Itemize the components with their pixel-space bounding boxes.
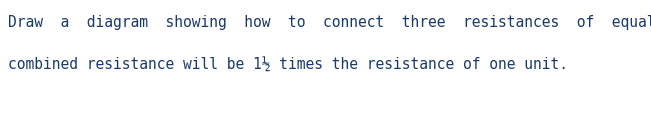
- Text: Draw  a  diagram  showing  how  to  connect  three  resistances  of  equal  valu: Draw a diagram showing how to connect th…: [8, 15, 651, 30]
- Text: combined resistance will be 1½ times the resistance of one unit.: combined resistance will be 1½ times the…: [8, 58, 568, 73]
